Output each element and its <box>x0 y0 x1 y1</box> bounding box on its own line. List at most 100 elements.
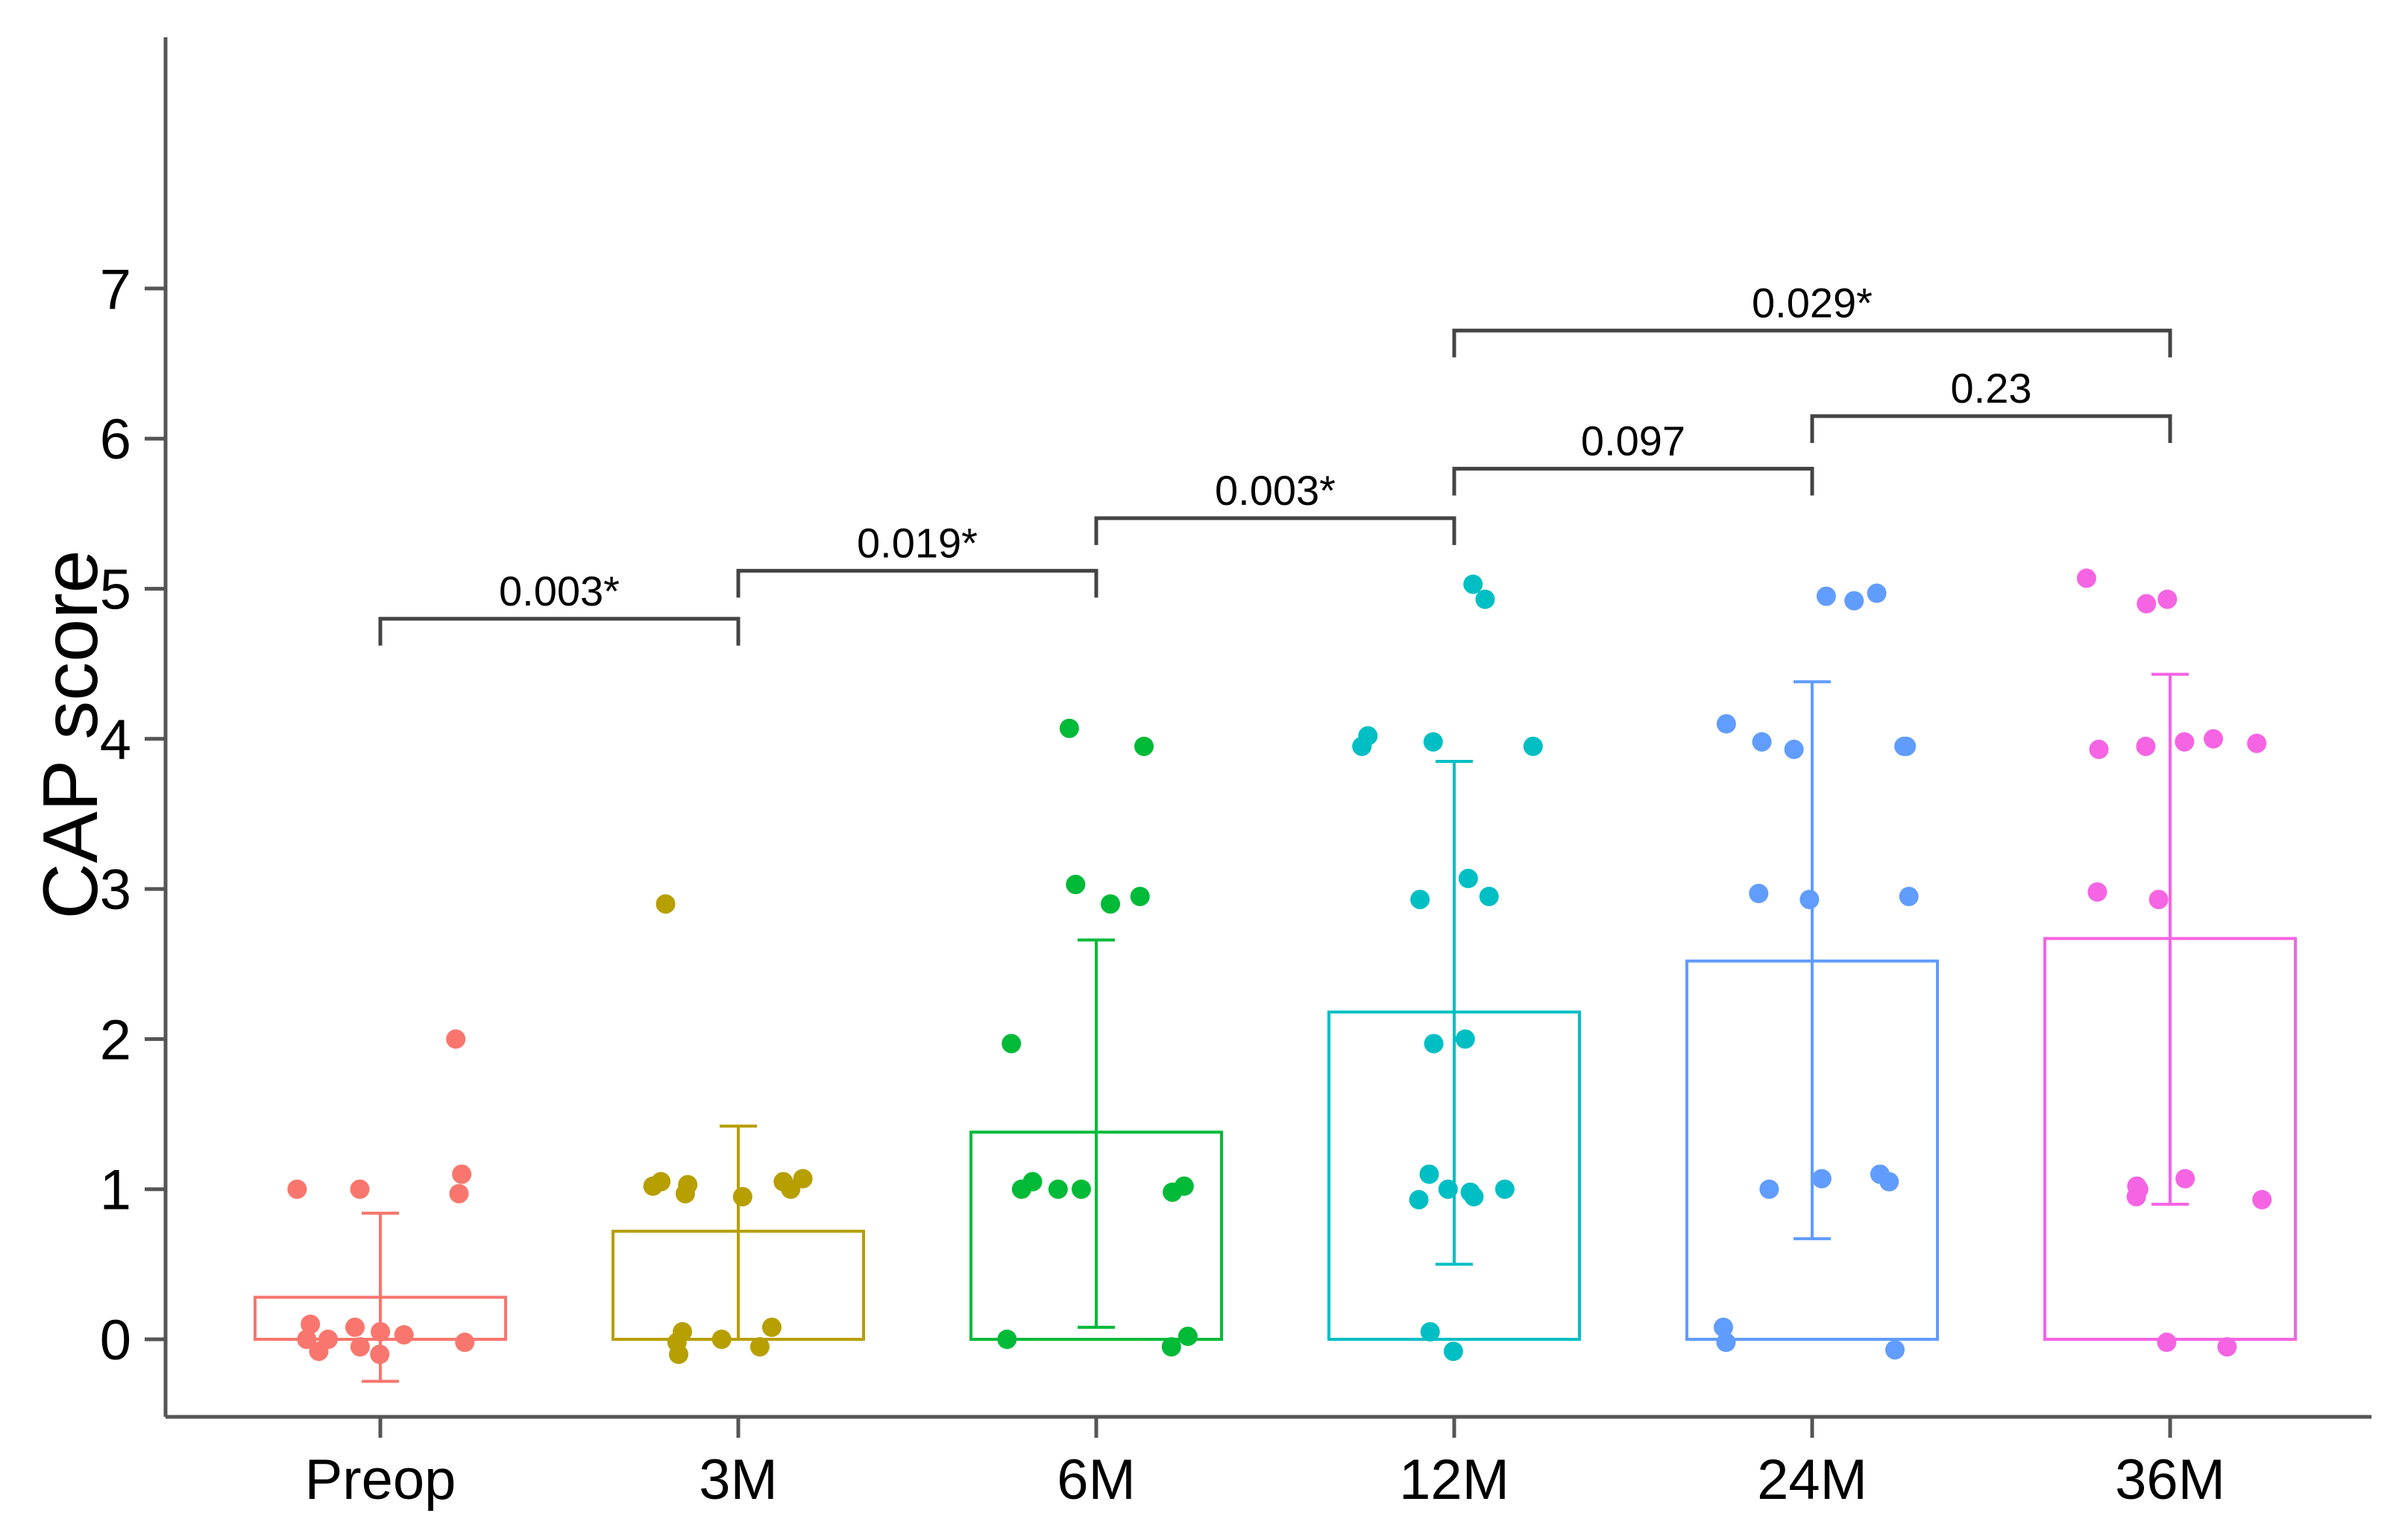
data-point <box>1867 583 1887 603</box>
y-tick-label: 2 <box>100 1008 131 1072</box>
data-point <box>997 1330 1017 1349</box>
comparison-bracket <box>1810 414 2172 444</box>
y-tick-label: 1 <box>100 1159 131 1222</box>
data-point <box>394 1324 414 1345</box>
y-tick-label: 4 <box>100 708 131 772</box>
data-point <box>1071 1179 1091 1199</box>
data-point <box>2136 736 2156 756</box>
data-point <box>1716 1333 1736 1353</box>
data-point <box>1419 1164 1439 1184</box>
y-axis-title: CAP score <box>28 550 114 919</box>
data-point <box>1894 736 1914 756</box>
data-point <box>1899 887 1919 907</box>
data-point <box>1885 1340 1905 1360</box>
data-point <box>1423 732 1443 752</box>
data-point <box>350 1337 370 1357</box>
p-value-label: 0.019* <box>857 519 978 566</box>
data-point <box>1749 884 1769 904</box>
data-point <box>287 1179 307 1199</box>
data-point <box>1130 887 1150 907</box>
x-tick-label: 24M <box>1757 1448 1867 1512</box>
data-point <box>1752 732 1772 752</box>
jitter-points-layer <box>287 568 2272 1365</box>
data-point <box>1424 1034 1444 1054</box>
data-point <box>455 1333 475 1353</box>
data-point <box>1409 1189 1429 1210</box>
x-tick-label: 6M <box>1057 1448 1136 1512</box>
data-point <box>449 1183 469 1204</box>
data-point <box>370 1345 390 1365</box>
data-point <box>2089 739 2109 759</box>
data-point <box>1443 1342 1463 1362</box>
data-point <box>1784 739 1804 759</box>
data-point <box>1759 1179 1779 1199</box>
data-point <box>1161 1337 1181 1357</box>
data-point <box>2148 890 2169 910</box>
data-point <box>2157 1333 2177 1353</box>
x-tick-label: 3M <box>699 1448 778 1512</box>
data-point <box>446 1029 466 1049</box>
data-point <box>1002 1034 1022 1054</box>
data-point <box>656 894 676 914</box>
p-value-label: 0.23 <box>1951 365 2032 412</box>
axes-layer <box>163 37 2371 1419</box>
data-point <box>749 1337 770 1357</box>
data-point <box>1816 586 1836 606</box>
data-point <box>1523 736 1543 756</box>
data-point <box>1420 1321 1440 1342</box>
data-point <box>1494 1179 1515 1199</box>
data-point <box>345 1317 365 1337</box>
data-point <box>1134 736 1154 756</box>
data-point <box>675 1183 695 1204</box>
data-point <box>1716 714 1736 734</box>
x-tick-label: Preop <box>305 1448 456 1512</box>
data-point <box>669 1345 689 1365</box>
y-tick-label: 5 <box>100 559 131 622</box>
bars-layer <box>254 937 2297 1342</box>
comparison-bracket <box>1452 328 2172 358</box>
data-point <box>1475 589 1495 609</box>
data-point <box>2137 594 2157 614</box>
data-point <box>1463 574 1483 594</box>
comparison-brackets-layer: 0.003* 0.019* 0.003* 0.097 0.23 0.029* <box>378 279 2172 646</box>
data-point <box>2175 732 2195 752</box>
p-value-label: 0.003* <box>1215 467 1336 514</box>
data-point <box>1811 1169 1832 1189</box>
data-point <box>2126 1186 2146 1207</box>
x-tick-label: 12M <box>1399 1448 1509 1512</box>
data-point <box>651 1172 671 1192</box>
x-ticks-layer: Preop 3M 6M 12M 24M 36M <box>305 1417 2225 1512</box>
data-point <box>2175 1169 2195 1189</box>
comparison-bracket <box>1452 466 1814 496</box>
p-value-label: 0.029* <box>1752 279 1873 326</box>
data-point <box>1458 869 1478 889</box>
p-value-label: 0.097 <box>1581 417 1685 464</box>
comparison-bracket <box>1094 516 1456 545</box>
data-point <box>1479 887 1499 907</box>
data-point <box>1163 1182 1183 1202</box>
data-point <box>781 1179 801 1199</box>
data-point <box>1410 890 1430 910</box>
data-point <box>732 1186 752 1207</box>
data-point <box>1879 1172 1899 1192</box>
data-point <box>1352 736 1372 756</box>
y-tick-label: 0 <box>100 1309 131 1372</box>
data-point <box>2204 729 2224 749</box>
error-bars-layer <box>362 673 2189 1383</box>
data-point <box>301 1314 321 1334</box>
data-point <box>297 1330 317 1349</box>
data-point <box>1713 1317 1733 1337</box>
data-point <box>1844 591 1864 611</box>
data-point <box>452 1164 472 1184</box>
data-point <box>1455 1029 1475 1049</box>
data-point <box>371 1321 391 1342</box>
data-point <box>761 1317 782 1337</box>
p-value-label: 0.003* <box>499 567 620 614</box>
data-point <box>2157 589 2178 609</box>
data-point <box>2076 568 2096 588</box>
data-point <box>1178 1326 1198 1346</box>
data-point <box>350 1179 370 1199</box>
y-tick-label: 3 <box>100 858 131 922</box>
data-point <box>1059 718 1079 738</box>
